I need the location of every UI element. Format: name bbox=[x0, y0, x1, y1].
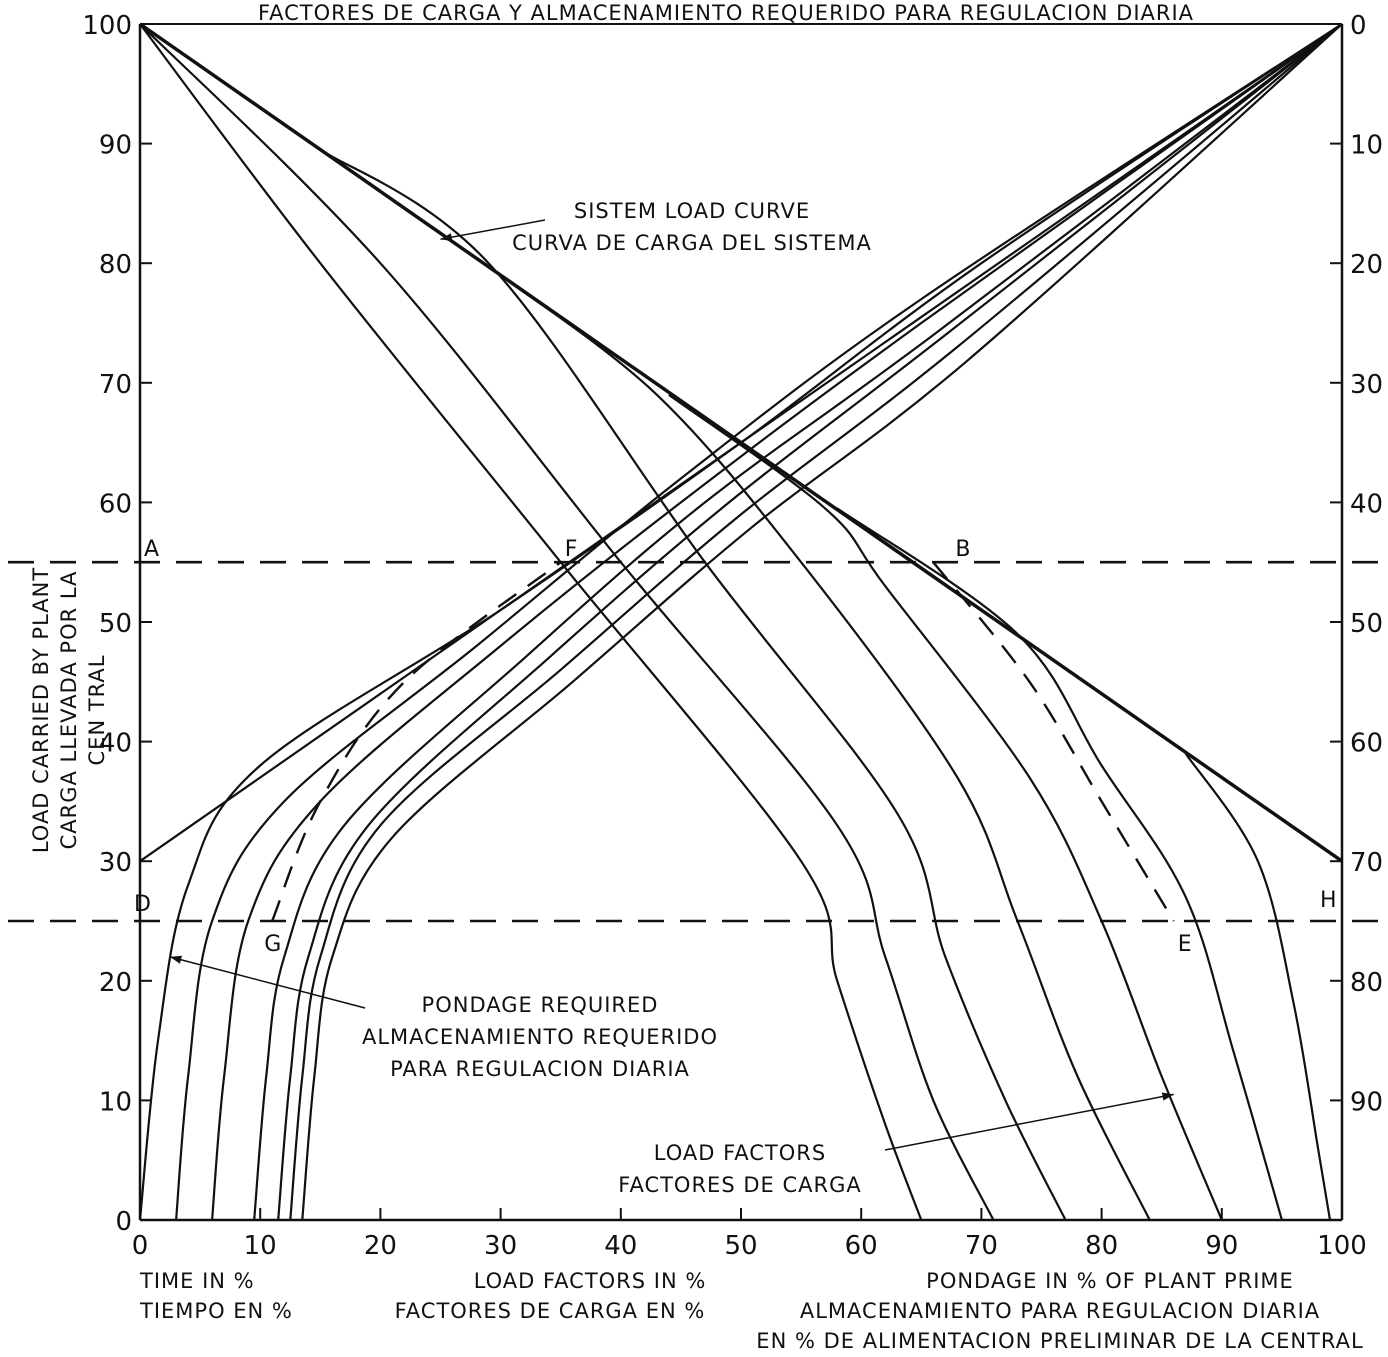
x-label-time-line-1: TIEMPO EN % bbox=[139, 1299, 293, 1323]
y-tick-label-2: 20 bbox=[99, 968, 132, 998]
point-label-a: A bbox=[144, 537, 159, 562]
load-factor-curve-4 bbox=[668, 393, 1223, 1221]
y-tick-label-5: 50 bbox=[99, 609, 132, 639]
x-label-pondage-line-2: EN % DE ALIMENTACION PRELIMINAR DE LA CE… bbox=[756, 1329, 1363, 1353]
annotation-2-line-1: FACTORES DE CARGA bbox=[618, 1173, 861, 1197]
x-tick-label-8: 80 bbox=[1085, 1231, 1118, 1261]
reference-lines-group bbox=[8, 560, 1385, 923]
y-tick-label-7: 70 bbox=[99, 370, 132, 400]
x-tick-label-9: 90 bbox=[1205, 1231, 1238, 1261]
load-factor-curve-6 bbox=[1184, 752, 1332, 1221]
x-tick-label-1: 10 bbox=[244, 1231, 277, 1261]
annotation-1-line-0: PONDAGE REQUIRED bbox=[422, 993, 659, 1017]
point-label-g: G bbox=[264, 932, 281, 957]
point-label-h: H bbox=[1320, 888, 1337, 913]
point-label-e: E bbox=[1178, 932, 1192, 957]
x-label-loadfactor-line-0: LOAD FACTORS IN % bbox=[474, 1269, 707, 1293]
chart-title: FACTORES DE CARGA Y ALMACENAMIENTO REQUE… bbox=[258, 1, 1194, 25]
x-tick-label-7: 70 bbox=[965, 1231, 998, 1261]
y-tick-label-6: 60 bbox=[99, 489, 132, 519]
pondage-curve-6 bbox=[301, 23, 1343, 1221]
annotation-1-line-1: ALMACENAMIENTO REQUERIDO bbox=[362, 1025, 718, 1049]
load-factor-curve-5 bbox=[836, 507, 1283, 1221]
point-label-b: B bbox=[955, 537, 970, 562]
y2-tick-label-3: 30 bbox=[1350, 370, 1383, 400]
x-label-time-line-0: TIME IN % bbox=[139, 1269, 255, 1293]
pondage-curve-0 bbox=[138, 23, 1343, 1221]
x-tick-label-10: 100 bbox=[1317, 1231, 1367, 1261]
y2-tick-label-7: 70 bbox=[1350, 848, 1383, 878]
curves-group bbox=[138, 22, 1344, 1221]
load-factor-curve-1 bbox=[139, 23, 995, 1221]
y-tick-label-10: 100 bbox=[82, 11, 132, 41]
y-tick-label-9: 90 bbox=[99, 131, 132, 161]
x-label-pondage-line-0: PONDAGE IN % OF PLANT PRIME bbox=[926, 1269, 1294, 1293]
y-label-line-2: CEN TRAL bbox=[85, 655, 109, 766]
y2-tick-label-0: 0 bbox=[1350, 11, 1367, 41]
pondage-curve-2 bbox=[211, 23, 1343, 1221]
labels-group: FACTORES DE CARGA Y ALMACENAMIENTO REQUE… bbox=[29, 1, 1363, 1353]
x-tick-label-3: 30 bbox=[484, 1231, 517, 1261]
point-label-f: F bbox=[565, 537, 578, 562]
annotation-0-line-0: SISTEM LOAD CURVE bbox=[574, 199, 810, 223]
pondage-curve-3 bbox=[253, 23, 1343, 1221]
pondage-curve-1 bbox=[175, 23, 1343, 1221]
load-factor-curve-3 bbox=[499, 274, 1151, 1221]
pondage-curve-4 bbox=[277, 23, 1343, 1221]
y2-tick-label-8: 80 bbox=[1350, 968, 1383, 998]
pondage-curve-5 bbox=[289, 23, 1343, 1221]
x-tick-label-2: 20 bbox=[364, 1231, 397, 1261]
y-tick-label-1: 10 bbox=[99, 1087, 132, 1117]
x-tick-label-4: 40 bbox=[604, 1231, 637, 1261]
x-tick-label-0: 0 bbox=[132, 1231, 149, 1261]
point-label-d: D bbox=[134, 892, 151, 917]
y2-tick-label-2: 20 bbox=[1350, 250, 1383, 280]
annotation-1-arrow bbox=[169, 956, 366, 1009]
y-tick-label-3: 30 bbox=[99, 848, 132, 878]
load-factor-curve-0 bbox=[139, 23, 923, 1221]
annotation-0-line-1: CURVA DE CARGA DEL SISTEMA bbox=[512, 231, 872, 255]
annotation-2-line-0: LOAD FACTORS bbox=[654, 1141, 826, 1165]
x-label-pondage-line-1: ALMACENAMIENTO PARA REGULACION DIARIA bbox=[800, 1299, 1320, 1323]
y-label-line-0: LOAD CARRIED BY PLANT bbox=[29, 567, 53, 853]
x-tick-label-6: 60 bbox=[845, 1231, 878, 1261]
y2-tick-label-4: 40 bbox=[1350, 489, 1383, 519]
annotations-group: SISTEM LOAD CURVE CURVA DE CARGA DEL SIST… bbox=[169, 199, 1174, 1197]
annotation-1-line-2: PARA REGULACION DIARIA bbox=[390, 1057, 690, 1081]
annotation-2-arrowhead bbox=[1161, 1092, 1174, 1101]
y2-tick-label-1: 10 bbox=[1350, 131, 1383, 161]
annotation-1-arrowhead bbox=[170, 955, 182, 964]
load-factor-curve-2 bbox=[319, 148, 1067, 1221]
y2-tick-label-9: 90 bbox=[1350, 1087, 1383, 1117]
ticks-group: 0 10 20 30 40 50 60 70 80 90 100010203040506070809… bbox=[82, 11, 1383, 1261]
y-tick-label-0: 0 bbox=[115, 1207, 132, 1237]
x-label-loadfactor-line-1: FACTORES DE CARGA EN % bbox=[395, 1299, 706, 1323]
dashed-load-factor-curve bbox=[932, 561, 1175, 922]
y-tick-label-4: 40 bbox=[99, 729, 132, 759]
annotation-2-arrow bbox=[884, 1093, 1174, 1151]
y-tick-label-8: 80 bbox=[99, 250, 132, 280]
y2-tick-label-6: 60 bbox=[1350, 729, 1383, 759]
annotation-0-arrow bbox=[440, 219, 546, 241]
x-tick-label-5: 50 bbox=[724, 1231, 757, 1261]
y-label-line-1: CARGA LLEVADA POR LA bbox=[57, 571, 81, 850]
annotation-0-arrowhead bbox=[440, 233, 453, 242]
y2-tick-label-5: 50 bbox=[1350, 609, 1383, 639]
